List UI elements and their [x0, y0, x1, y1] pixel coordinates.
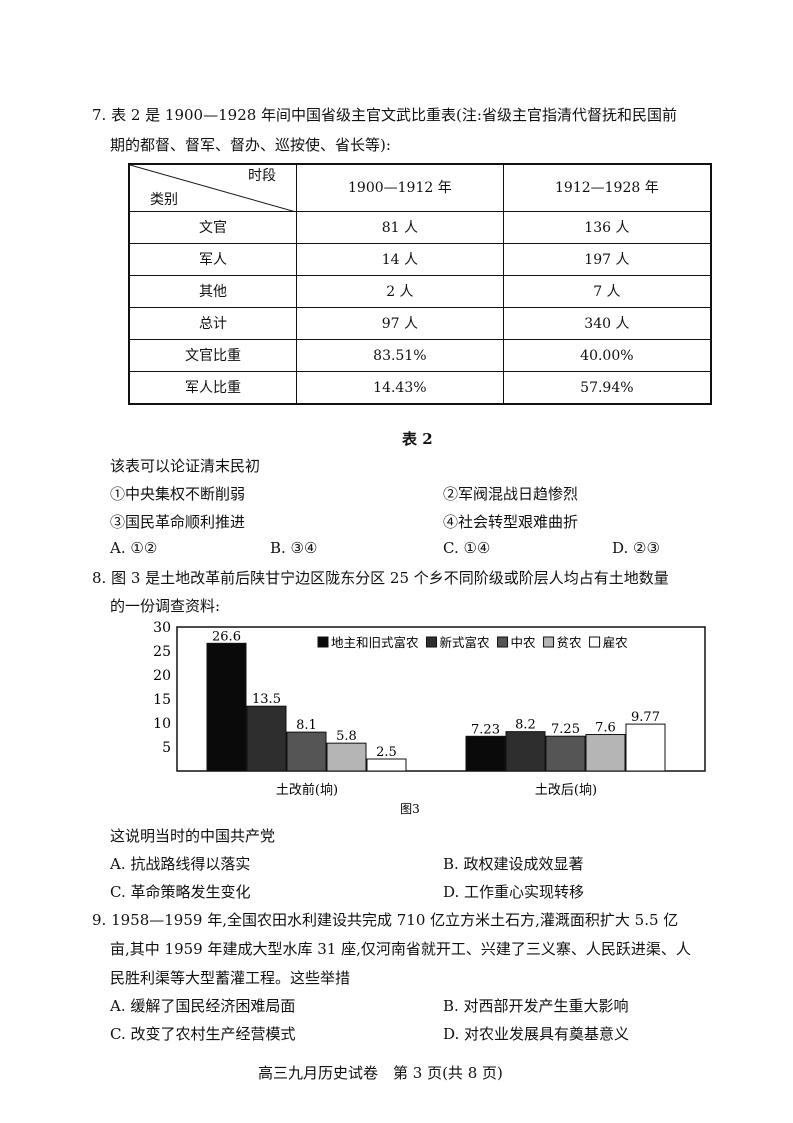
table-cell: 2 人 [296, 275, 504, 308]
table-row: 总计 97 人 340 人 [128, 307, 712, 340]
table-cell: 197 人 [502, 243, 712, 276]
data-label: 2.5 [376, 745, 397, 760]
table-row: 文官比重 83.51% 40.00% [128, 339, 712, 372]
q8-stem: 这说明当时的中国共产党 [110, 827, 276, 845]
q8-option[interactable]: A. 抗战路线得以落实 [110, 855, 251, 873]
q7-option[interactable]: A. ①② [110, 539, 158, 557]
q8-option[interactable]: D. 工作重心实现转移 [443, 883, 585, 901]
x-category-label: 土改前(垧) [276, 782, 338, 798]
legend-label: 新式富农 [440, 635, 491, 650]
q9-text: 民胜利渠等大型蓄灌工程。这些举措 [110, 969, 351, 987]
table-cell: 军人比重 [128, 371, 297, 405]
table-2: 时段 类别 1900—1912 年 1912—1928 年 文官 81 人 136 … [128, 163, 712, 405]
q9-text: 9. 1958—1959 年,全国农田水利建设共完成 710 亿立方米土石方,灌… [92, 911, 679, 929]
chart-title: 图3 [400, 802, 420, 815]
q7-item: ①中央集权不断削弱 [110, 485, 246, 503]
table-caption: 表 2 [402, 430, 433, 448]
corner-top: 时段 [248, 168, 276, 184]
q7-option[interactable]: B. ③④ [270, 539, 318, 557]
bar [286, 731, 327, 772]
table-cell: 83.51% [296, 339, 504, 372]
table-cell: 136 人 [502, 211, 712, 244]
bar [206, 642, 247, 772]
data-label: 5.8 [336, 729, 357, 744]
data-label: 7.25 [551, 722, 580, 737]
data-label: 7.6 [595, 721, 616, 736]
q8-option[interactable]: B. 政权建设成效显著 [443, 855, 584, 873]
table-cell: 文官比重 [128, 339, 297, 372]
q8-text: 的一份调查资料: [110, 597, 221, 615]
x-category-label: 土改后(垧) [535, 783, 597, 798]
q9-option[interactable]: A. 缓解了国民经济困难局面 [110, 997, 296, 1015]
table-cell: 40.00% [502, 339, 712, 372]
bar [326, 742, 367, 772]
table-cell: 340 人 [502, 307, 712, 340]
table-cell: 军人 [128, 243, 297, 276]
q8-text: 8. 图 3 是土地改革前后陕甘宁边区陇东分区 25 个乡不同阶级或阶层人均占有… [92, 569, 669, 587]
q7-option[interactable]: D. ②③ [612, 539, 660, 557]
table-row: 军人比重 14.43% 57.94% [128, 371, 712, 405]
y-tick-label: 25 [153, 644, 171, 660]
legend-label: 地主和旧式富农 [331, 635, 419, 650]
q9-option[interactable]: C. 改变了农村生产经营模式 [110, 1025, 296, 1043]
plot-frame [176, 626, 706, 772]
legend-swatch [426, 636, 438, 648]
q7-item: ③国民革命顺利推进 [110, 513, 246, 531]
data-label: 8.2 [515, 718, 536, 733]
y-tick-label: 5 [162, 740, 171, 756]
table-cell: 总计 [128, 307, 297, 340]
figure-3-chart: 5 10 15 20 25 30 26.6 7.23 13.5 8.2 8.1 7.25 5.8 7.6 2… [153, 620, 706, 815]
table-cell: 14 人 [296, 243, 504, 276]
legend-swatch [497, 636, 509, 648]
y-tick-label: 10 [153, 716, 171, 732]
table-cell: 97 人 [296, 307, 504, 340]
data-label: 26.6 [212, 629, 241, 644]
bar [585, 734, 626, 772]
table-cell: 7 人 [502, 275, 712, 308]
legend-label: 雇农 [603, 635, 629, 650]
table-cell: 文官 [128, 211, 297, 244]
table-cell: 81 人 [296, 211, 504, 244]
data-label: 8.1 [296, 718, 317, 733]
y-tick-label: 20 [153, 668, 171, 684]
y-tick-label: 30 [153, 620, 171, 636]
table-row: 文官 81 人 136 人 [128, 211, 712, 244]
q8-option[interactable]: C. 革命策略发生变化 [110, 883, 251, 901]
header-cell: 1912—1928 年 [502, 163, 712, 212]
bar [246, 705, 287, 772]
bar [366, 758, 407, 772]
bar [625, 723, 666, 772]
q7-item: ④社会转型艰难曲折 [443, 513, 579, 531]
bar [545, 735, 586, 772]
q9-text: 亩,其中 1959 年建成大型水库 31 座,仅河南省就开工、兴建了三义寨、人民… [110, 940, 691, 958]
data-label: 7.23 [471, 722, 500, 737]
data-label: 9.77 [631, 710, 660, 725]
legend-swatch [317, 636, 329, 648]
page-footer: 高三九月历史试卷 第 3 页(共 8 页) [258, 1064, 503, 1082]
data-label: 13.5 [252, 692, 281, 707]
q7-text: 7. 表 2 是 1900—1928 年间中国省级主官文武比重表(注:省级主官指… [92, 106, 677, 124]
table-cell: 14.43% [296, 371, 504, 405]
q7-stem: 该表可以论证清末民初 [110, 457, 261, 475]
table-row: 军人 14 人 197 人 [128, 243, 712, 276]
table-cell: 其他 [128, 275, 297, 308]
q7-item: ②军阀混战日趋惨烈 [443, 485, 579, 503]
table-cell: 57.94% [502, 371, 712, 405]
legend-label: 贫农 [557, 635, 583, 650]
legend-swatch [589, 636, 601, 648]
q9-option[interactable]: D. 对农业发展具有奠基意义 [443, 1025, 630, 1043]
q9-option[interactable]: B. 对西部开发产生重大影响 [443, 997, 629, 1015]
legend-label: 中农 [511, 635, 537, 650]
q7-option[interactable]: C. ①④ [443, 539, 491, 557]
table-corner: 时段 类别 [128, 163, 297, 212]
legend-swatch [543, 636, 555, 648]
y-tick-label: 15 [153, 692, 171, 708]
q7-text: 期的都督、督军、督办、巡按使、省长等): [110, 136, 391, 154]
header-cell: 1900—1912 年 [296, 163, 504, 212]
corner-bottom: 类别 [150, 192, 178, 208]
bar [465, 735, 506, 772]
bar [505, 731, 546, 772]
